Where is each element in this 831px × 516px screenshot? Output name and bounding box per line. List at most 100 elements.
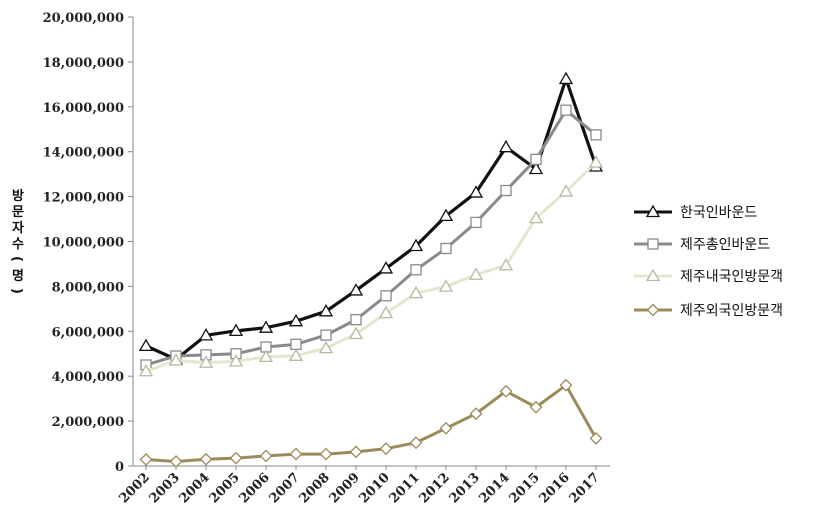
y-tick-label: 20,000,000 (43, 11, 124, 26)
x-tick-label: 2015 (507, 470, 543, 506)
legend-label: 제주내국인방문객 (680, 269, 783, 285)
data-point (468, 267, 484, 280)
data-point (408, 238, 424, 252)
data-point (559, 378, 573, 392)
legend-marker (645, 268, 661, 282)
y-axis-label-char: 자 (12, 221, 24, 236)
x-tick-label: 2009 (327, 470, 363, 506)
data-point (558, 184, 574, 197)
x-tick-label: 2007 (267, 470, 303, 506)
legend-label: 제주총인바운드 (680, 237, 770, 253)
y-tick-label: 6,000,000 (52, 325, 124, 340)
data-point (528, 210, 544, 224)
legend-marker (647, 238, 659, 250)
data-point (199, 452, 213, 466)
chart-axes: 0 2,000,000 4,000,000 6,000,000 8,000,000 10,… (43, 11, 610, 506)
data-point (469, 407, 483, 421)
data-point (438, 279, 454, 292)
data-point (558, 71, 574, 85)
data-point (530, 153, 542, 165)
data-point (379, 442, 393, 456)
y-tick-label: 10,000,000 (43, 236, 124, 251)
data-point (380, 290, 392, 302)
data-point (349, 445, 363, 459)
data-point (288, 313, 304, 327)
data-point (498, 139, 514, 153)
legend-label: 제주외국인방문객 (680, 303, 783, 319)
data-point (198, 355, 214, 368)
y-tick-label: 16,000,000 (43, 101, 124, 116)
data-point (228, 354, 244, 367)
x-tick-label: 2006 (237, 470, 273, 506)
data-point (560, 104, 572, 116)
y-tick-label: 2,000,000 (52, 415, 124, 430)
data-point (350, 313, 362, 326)
y-tick-label: 12,000,000 (43, 191, 124, 206)
data-point (439, 421, 453, 435)
legend-entry: 한국인바운드 (634, 204, 757, 221)
data-point (138, 338, 154, 352)
x-tick-label: 2003 (147, 470, 183, 506)
data-point (258, 349, 274, 363)
data-point (590, 129, 602, 141)
data-point (289, 447, 303, 461)
x-tick-label: 2014 (477, 470, 513, 506)
data-point (410, 264, 422, 276)
data-point (529, 400, 543, 414)
data-point (440, 242, 452, 255)
x-tick-label: 2004 (177, 470, 213, 506)
data-point (138, 363, 154, 377)
series-line (145, 161, 598, 373)
chart-series (138, 71, 604, 468)
data-point (258, 320, 274, 333)
data-point (229, 451, 243, 465)
data-point (499, 384, 513, 398)
y-tick-label: 8,000,000 (52, 280, 124, 295)
data-point (500, 184, 512, 197)
data-point (318, 340, 334, 354)
y-tick-label: 14,000,000 (43, 146, 124, 161)
legend-entry: 제주총인바운드 (634, 237, 770, 253)
data-point (319, 447, 333, 461)
y-axis-label-char: 문 (12, 205, 24, 220)
data-point (259, 449, 273, 463)
x-tick-label: 2013 (447, 470, 483, 506)
x-tick-label: 2017 (567, 470, 603, 506)
legend-marker (646, 303, 660, 317)
x-tick-label: 2012 (417, 470, 453, 506)
x-tick-label: 2005 (207, 470, 243, 506)
data-point (588, 155, 604, 168)
data-point (468, 185, 484, 198)
data-point (288, 348, 304, 361)
legend-entry: 제주외국인방문객 (634, 303, 783, 319)
series-4 (139, 378, 603, 468)
x-tick-label: 2010 (357, 470, 393, 506)
x-tick-label: 2011 (387, 470, 423, 506)
y-axis-label-char: 방 (12, 188, 24, 204)
data-point (228, 323, 244, 337)
legend-marker (645, 204, 661, 218)
data-point (320, 329, 332, 341)
series-3 (138, 155, 604, 377)
data-point (408, 285, 424, 299)
data-point (378, 305, 394, 319)
data-point (169, 455, 183, 468)
data-point (378, 261, 394, 274)
y-tick-label: 18,000,000 (43, 56, 124, 71)
data-point (438, 208, 454, 222)
x-tick-label: 2008 (297, 470, 333, 506)
y-axis-label-char: ) (9, 288, 24, 294)
y-axis-label-char: 수 (12, 237, 24, 252)
data-point (290, 338, 302, 350)
data-point (198, 328, 214, 341)
data-point (348, 326, 364, 340)
series-line (145, 77, 598, 361)
data-point (168, 353, 184, 366)
data-point (348, 283, 364, 296)
y-axis-label-char: 명 (12, 268, 24, 284)
data-point (409, 436, 423, 450)
data-point (318, 304, 334, 317)
